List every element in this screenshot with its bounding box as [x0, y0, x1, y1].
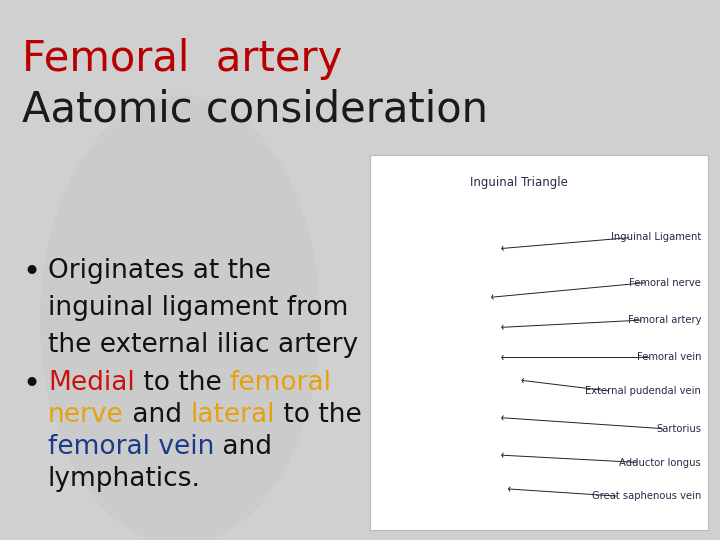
Text: and: and [215, 434, 272, 460]
Text: Femoral vein: Femoral vein [636, 353, 701, 362]
Text: and: and [124, 402, 190, 428]
Text: Femoral nerve: Femoral nerve [629, 278, 701, 287]
Ellipse shape [40, 95, 320, 540]
Text: lymphatics.: lymphatics. [48, 466, 201, 492]
Text: Great saphenous vein: Great saphenous vein [592, 491, 701, 501]
Text: Aatomic consideration: Aatomic consideration [22, 88, 488, 130]
Text: Adductor longus: Adductor longus [619, 457, 701, 468]
Text: lateral: lateral [190, 402, 274, 428]
Text: Medial: Medial [48, 370, 135, 396]
Text: to the: to the [135, 370, 230, 396]
Text: nerve: nerve [48, 402, 124, 428]
Text: Originates at the
inguinal ligament from
the external iliac artery: Originates at the inguinal ligament from… [48, 258, 358, 358]
Text: Femoral artery: Femoral artery [628, 315, 701, 325]
Text: Inguinal Ligament: Inguinal Ligament [611, 233, 701, 242]
Text: Inguinal Triangle: Inguinal Triangle [469, 176, 567, 188]
Text: femoral: femoral [230, 370, 332, 396]
Text: to the: to the [274, 402, 361, 428]
Text: femoral vein: femoral vein [48, 434, 215, 460]
Text: External pudendal vein: External pudendal vein [585, 386, 701, 396]
Text: Femoral  artery: Femoral artery [22, 38, 342, 80]
Text: •: • [22, 258, 40, 287]
FancyBboxPatch shape [370, 155, 708, 530]
Text: •: • [22, 370, 40, 399]
Text: Sartorius: Sartorius [656, 424, 701, 434]
